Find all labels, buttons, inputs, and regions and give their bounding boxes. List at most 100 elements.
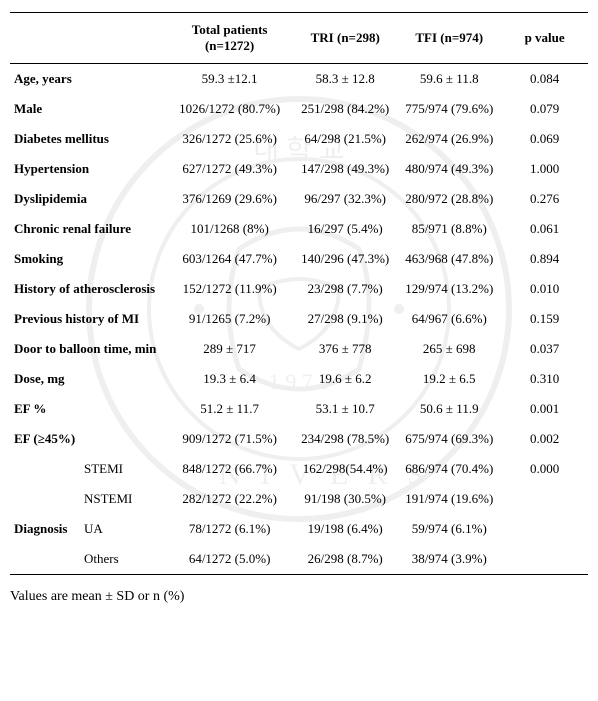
cell-tfi: 50.6 ± 11.9 (397, 394, 501, 424)
table-row: Dyslipidemia376/1269 (29.6%)96/297 (32.3… (10, 184, 588, 214)
cell-total: 1026/1272 (80.7%) (166, 94, 293, 124)
cell-total: 101/1268 (8%) (166, 214, 293, 244)
table-row: Diabetes mellitus326/1272 (25.6%)64/298 … (10, 124, 588, 154)
cell-pvalue: 0.310 (501, 364, 588, 394)
cell-total: 909/1272 (71.5%) (166, 424, 293, 454)
row-label: STEMI (10, 454, 166, 484)
cell-tfi: 38/974 (3.9%) (397, 544, 501, 575)
cell-tfi: 64/967 (6.6%) (397, 304, 501, 334)
cell-pvalue: 0.079 (501, 94, 588, 124)
cell-total: 59.3 ±12.1 (166, 64, 293, 95)
cell-tri: 162/298(54.4%) (293, 454, 397, 484)
row-label: Previous history of MI (10, 304, 166, 334)
cell-tri: 58.3 ± 12.8 (293, 64, 397, 95)
cell-total: 64/1272 (5.0%) (166, 544, 293, 575)
cell-pvalue: 0.001 (501, 394, 588, 424)
cell-pvalue: 0.894 (501, 244, 588, 274)
cell-total: 19.3 ± 6.4 (166, 364, 293, 394)
cell-tri: 16/297 (5.4%) (293, 214, 397, 244)
row-label: EF (≥45%) (10, 424, 166, 454)
cell-total: 376/1269 (29.6%) (166, 184, 293, 214)
cell-tfi: 675/974 (69.3%) (397, 424, 501, 454)
table-row: Others64/1272 (5.0%)26/298 (8.7%)38/974 … (10, 544, 588, 575)
cell-tri: 147/298 (49.3%) (293, 154, 397, 184)
cell-tri: 234/298 (78.5%) (293, 424, 397, 454)
table-row: Smoking603/1264 (47.7%)140/296 (47.3%)46… (10, 244, 588, 274)
cell-pvalue: 0.061 (501, 214, 588, 244)
table-row: STEMI 848/1272 (66.7%)162/298(54.4%)686/9… (10, 454, 588, 484)
row-label: NSTEMI (10, 484, 166, 514)
cell-tfi: 85/971 (8.8%) (397, 214, 501, 244)
table-row: DiagnosisUA78/1272 (6.1%)19/198 (6.4%)59… (10, 514, 588, 544)
cell-pvalue (501, 484, 588, 514)
col-header-total: Total patients (n=1272) (166, 13, 293, 64)
table-row: NSTEMI 282/1272 (22.2%)91/198 (30.5%)191/… (10, 484, 588, 514)
cell-total: 603/1264 (47.7%) (166, 244, 293, 274)
cell-tfi: 129/974 (13.2%) (397, 274, 501, 304)
cell-pvalue: 0.010 (501, 274, 588, 304)
row-label: Age, years (10, 64, 166, 95)
cell-pvalue (501, 514, 588, 544)
cell-total: 627/1272 (49.3%) (166, 154, 293, 184)
col-header-pvalue: p value (501, 13, 588, 64)
cell-pvalue: 0.069 (501, 124, 588, 154)
cell-tfi: 265 ± 698 (397, 334, 501, 364)
cell-tri: 251/298 (84.2%) (293, 94, 397, 124)
cell-total: 51.2 ± 11.7 (166, 394, 293, 424)
cell-tfi: 480/974 (49.3%) (397, 154, 501, 184)
diagnosis-group-label: Diagnosis (14, 521, 84, 537)
row-label: Door to balloon time, min (10, 334, 166, 364)
cell-tfi: 775/974 (79.6%) (397, 94, 501, 124)
cell-tri: 91/198 (30.5%) (293, 484, 397, 514)
row-label: History of atherosclerosis (10, 274, 166, 304)
cell-tfi: 191/974 (19.6%) (397, 484, 501, 514)
cell-total: 848/1272 (66.7%) (166, 454, 293, 484)
cell-tri: 64/298 (21.5%) (293, 124, 397, 154)
row-label: Smoking (10, 244, 166, 274)
row-label: Dyslipidemia (10, 184, 166, 214)
cell-pvalue: 0.002 (501, 424, 588, 454)
cell-total: 91/1265 (7.2%) (166, 304, 293, 334)
row-label: EF % (10, 394, 166, 424)
diagnosis-sub-label: UA (84, 521, 103, 536)
table-footnote: Values are mean ± SD or n (%) (10, 589, 588, 605)
cell-tfi: 59.6 ± 11.8 (397, 64, 501, 95)
cell-pvalue: 0.000 (501, 454, 588, 484)
cell-tfi: 280/972 (28.8%) (397, 184, 501, 214)
cell-total: 289 ± 717 (166, 334, 293, 364)
cell-tfi: 686/974 (70.4%) (397, 454, 501, 484)
table-row: EF (≥45%)909/1272 (71.5%)234/298 (78.5%)… (10, 424, 588, 454)
cell-tri: 19/198 (6.4%) (293, 514, 397, 544)
diagnosis-sub-label: STEMI (84, 461, 123, 476)
table-row: Dose, mg19.3 ± 6.419.6 ± 6.219.2 ± 6.50.… (10, 364, 588, 394)
cell-pvalue: 0.084 (501, 64, 588, 95)
cell-tfi: 59/974 (6.1%) (397, 514, 501, 544)
col-header-blank (10, 13, 166, 64)
cell-tri: 19.6 ± 6.2 (293, 364, 397, 394)
cell-total: 78/1272 (6.1%) (166, 514, 293, 544)
row-label: Others (10, 544, 166, 575)
table-row: EF %51.2 ± 11.753.1 ± 10.750.6 ± 11.90.0… (10, 394, 588, 424)
table-row: Hypertension627/1272 (49.3%)147/298 (49.… (10, 154, 588, 184)
cell-tri: 53.1 ± 10.7 (293, 394, 397, 424)
cell-total: 326/1272 (25.6%) (166, 124, 293, 154)
cell-total: 152/1272 (11.9%) (166, 274, 293, 304)
cell-tfi: 19.2 ± 6.5 (397, 364, 501, 394)
table-row: Door to balloon time, min289 ± 717376 ± … (10, 334, 588, 364)
diagnosis-sub-label: NSTEMI (84, 491, 132, 506)
cell-tri: 96/297 (32.3%) (293, 184, 397, 214)
cell-tri: 376 ± 778 (293, 334, 397, 364)
cell-total: 282/1272 (22.2%) (166, 484, 293, 514)
row-label: DiagnosisUA (10, 514, 166, 544)
table-row: Male1026/1272 (80.7%)251/298 (84.2%)775/… (10, 94, 588, 124)
cell-tfi: 262/974 (26.9%) (397, 124, 501, 154)
table-row: Chronic renal failure101/1268 (8%)16/297… (10, 214, 588, 244)
cell-tri: 23/298 (7.7%) (293, 274, 397, 304)
col-header-tri: TRI (n=298) (293, 13, 397, 64)
cell-tfi: 463/968 (47.8%) (397, 244, 501, 274)
cell-tri: 27/298 (9.1%) (293, 304, 397, 334)
cell-tri: 26/298 (8.7%) (293, 544, 397, 575)
cell-tri: 140/296 (47.3%) (293, 244, 397, 274)
cell-pvalue: 0.159 (501, 304, 588, 334)
baseline-characteristics-table: Total patients (n=1272) TRI (n=298) TFI … (10, 12, 588, 575)
